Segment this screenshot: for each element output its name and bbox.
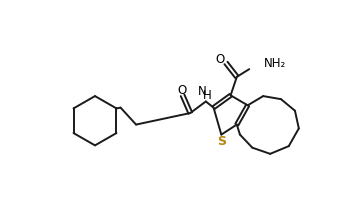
Text: H: H (203, 89, 212, 102)
Text: N: N (197, 85, 206, 98)
Text: O: O (177, 84, 186, 97)
Text: NH₂: NH₂ (264, 57, 286, 70)
Text: O: O (215, 53, 225, 66)
Text: S: S (217, 135, 226, 148)
